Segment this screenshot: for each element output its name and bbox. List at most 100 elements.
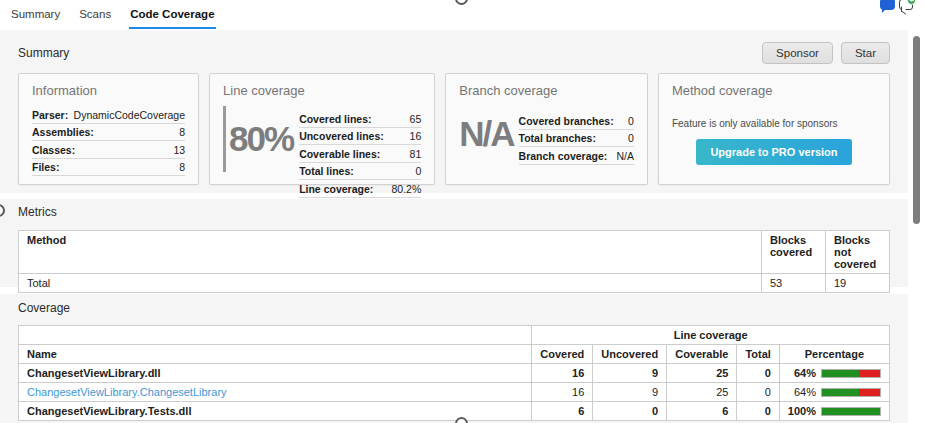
branch-value: 0 (628, 132, 634, 144)
info-row-parser: Parser: DynamicCodeCoverage (32, 106, 185, 124)
line-label: Total lines: (299, 165, 354, 177)
summary-section: Summary Sponsor Star Information Parser:… (0, 30, 908, 193)
branch-coverage-card-title: Branch coverage (459, 83, 634, 98)
info-label: Classes: (32, 144, 75, 156)
assembly-name: ChangesetViewLibrary.Tests.dll (19, 402, 532, 421)
percentage-text: 64% (788, 367, 816, 379)
metrics-header-row: Method Blocks covered Blocks not covered (19, 231, 890, 274)
percentage-text: 100% (788, 405, 816, 417)
coverage-bar-red (859, 389, 880, 396)
uncovered-cell: 0 (593, 402, 667, 421)
info-label: Parser: (32, 109, 68, 121)
branch-coverage-big-value: N/A (459, 112, 513, 156)
tab-summary[interactable]: Summary (10, 2, 61, 29)
line-coverage-big-value: 80% (229, 106, 293, 172)
table-row: Total 53 19 (19, 274, 890, 293)
coverable-cell: 25 (667, 383, 737, 402)
upgrade-pro-button[interactable]: Upgrade to PRO version (696, 139, 851, 165)
sponsor-button[interactable]: Sponsor (762, 42, 833, 64)
metrics-section: Metrics Method Blocks covered Blocks not… (0, 199, 908, 287)
total-cell: 0 (737, 402, 779, 421)
line-value: 16 (410, 130, 422, 142)
branch-value: 0 (628, 115, 634, 127)
line-label: Coverable lines: (299, 148, 380, 160)
coverage-bar-green (822, 370, 859, 377)
topbar-icons: + (880, 0, 913, 10)
branch-label: Branch coverage: (519, 150, 608, 162)
line-label: Uncovered lines: (299, 130, 384, 142)
coverage-section: Coverage Line coverage Name Covered Unco… (0, 294, 908, 423)
info-label: Assemblies: (32, 126, 94, 138)
info-value: 13 (173, 144, 185, 156)
percentage-cell: 64% (779, 364, 889, 383)
line-row-total: Total lines: 0 (299, 163, 421, 181)
metrics-total-label: Total (19, 274, 762, 293)
method-coverage-card-title: Method coverage (672, 83, 876, 98)
add-comment-icon[interactable]: + (899, 0, 913, 10)
line-value: 65 (410, 113, 422, 125)
summary-section-title: Summary (18, 46, 754, 60)
coverage-group-empty-cell (19, 326, 532, 345)
class-link[interactable]: ChangesetViewLibrary.ChangesetLibrary (27, 386, 227, 398)
line-label: Covered lines: (299, 113, 371, 125)
branch-label: Covered branches: (519, 115, 614, 127)
line-coverage-card: Line coverage 80% Covered lines: 65 Unco… (209, 73, 435, 185)
coverage-bar-green (822, 408, 880, 415)
coverage-col-uncovered: Uncovered (593, 345, 667, 364)
branch-row-total: Total branches: 0 (519, 130, 634, 148)
line-row-uncovered: Uncovered lines: 16 (299, 128, 421, 146)
info-row-classes: Classes: 13 (32, 141, 185, 159)
information-card: Information Parser: DynamicCodeCoverage … (18, 73, 199, 185)
coverable-cell: 6 (667, 402, 737, 421)
metrics-total-blocks-covered: 53 (762, 274, 826, 293)
coverage-col-coverable: Coverable (667, 345, 737, 364)
branch-label: Total branches: (519, 132, 596, 144)
total-cell: 0 (737, 383, 779, 402)
coverage-col-covered: Covered (532, 345, 593, 364)
coverage-bar (821, 369, 881, 378)
tab-code-coverage[interactable]: Code Coverage (129, 2, 215, 29)
info-row-files: Files: 8 (32, 159, 185, 177)
metrics-total-blocks-not-covered: 19 (826, 274, 890, 293)
table-row: ChangesetViewLibrary.Tests.dll 6 0 6 0 1… (19, 402, 890, 421)
table-row: ChangesetViewLibrary.ChangesetLibrary 16… (19, 383, 890, 402)
assembly-name: ChangesetViewLibrary.dll (19, 364, 532, 383)
covered-cell: 6 (532, 402, 593, 421)
covered-cell: 16 (532, 383, 593, 402)
coverable-cell: 25 (667, 364, 737, 383)
info-value: 8 (179, 126, 185, 138)
percentage-text: 64% (788, 386, 816, 398)
uncovered-cell: 9 (593, 364, 667, 383)
coverage-bar (821, 407, 881, 416)
chat-bubble-icon[interactable] (880, 0, 895, 10)
star-button[interactable]: Star (841, 42, 890, 64)
branch-coverage-card: Branch coverage N/A Covered branches: 0 … (445, 73, 648, 185)
metrics-col-blocks-not-covered: Blocks not covered (826, 231, 890, 274)
metrics-table: Method Blocks covered Blocks not covered… (18, 230, 890, 293)
table-row: ChangesetViewLibrary.dll 16 9 25 0 64% (19, 364, 890, 383)
crop-handle-bottom[interactable] (455, 417, 468, 423)
covered-cell: 16 (532, 364, 593, 383)
coverage-bar-green (822, 389, 859, 396)
line-value: 80.2% (391, 183, 421, 195)
method-coverage-card: Method coverage Feature is only availabl… (658, 73, 890, 185)
coverage-header-row: Name Covered Uncovered Coverable Total P… (19, 345, 890, 364)
info-value: DynamicCodeCoverage (74, 109, 185, 121)
line-label: Line coverage: (299, 183, 373, 195)
coverage-bar (821, 388, 881, 397)
sponsor-feature-note: Feature is only available for sponsors (672, 118, 876, 129)
branch-row-percentage: Branch coverage: N/A (519, 147, 634, 165)
line-value: 0 (415, 165, 421, 177)
coverage-col-name: Name (19, 345, 532, 364)
percentage-cell: 64% (779, 383, 889, 402)
line-row-covered: Covered lines: 65 (299, 110, 421, 128)
total-cell: 0 (737, 364, 779, 383)
metrics-section-title: Metrics (18, 199, 890, 219)
coverage-table: Line coverage Name Covered Uncovered Cov… (18, 325, 890, 421)
tab-scans[interactable]: Scans (78, 2, 112, 29)
info-row-assemblies: Assemblies: 8 (32, 124, 185, 142)
coverage-group-header-row: Line coverage (19, 326, 890, 345)
vertical-scrollbar[interactable] (913, 36, 920, 224)
summary-cards: Information Parser: DynamicCodeCoverage … (18, 73, 890, 185)
metrics-col-blocks-covered: Blocks covered (762, 231, 826, 274)
